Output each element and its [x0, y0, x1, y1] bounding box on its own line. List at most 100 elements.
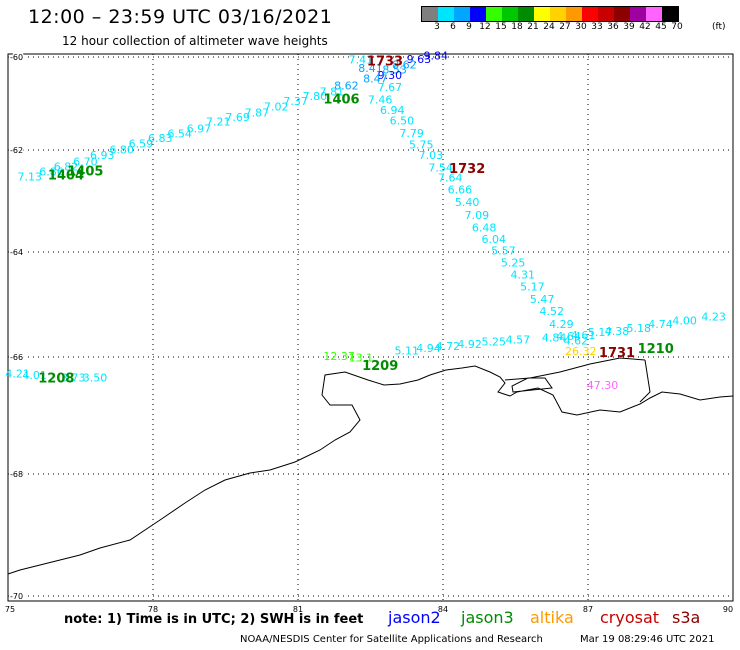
wave-height-value: 7.64 [438, 172, 463, 185]
scale-swatch [438, 7, 454, 21]
scale-swatch [646, 7, 662, 21]
wave-height-value: 26.32 [565, 345, 597, 358]
latitude-tick-halo: -64 [10, 248, 23, 257]
wave-height-value: 6.04 [482, 233, 507, 246]
wave-height-value: 8.47 [363, 73, 388, 86]
wave-height-value: 6.83 [148, 132, 173, 145]
scale-label: 30 [575, 22, 587, 32]
scale-swatch [454, 7, 470, 21]
wave-height-value: 5.47 [530, 293, 555, 306]
satellite-legend-item: cryosat [600, 608, 660, 627]
graticule [8, 54, 733, 601]
wave-height-value: 4.52 [540, 305, 565, 318]
color-scale-unit: (ft) [712, 22, 726, 32]
wave-height-value: 5.17 [588, 326, 613, 339]
scale-label: 42 [639, 22, 651, 32]
wave-height-value: 4.29 [549, 318, 574, 331]
scale-swatch [422, 7, 438, 21]
wave-height-value: 4.21 [5, 367, 30, 380]
satellite-legend-item: jason2 [388, 608, 441, 627]
map-subtitle: 12 hour collection of altimeter wave hei… [62, 34, 328, 48]
scale-label: 27 [559, 22, 571, 32]
latitude-tick-halo: -70 [10, 592, 23, 601]
wave-height-value: 5.57 [491, 245, 516, 258]
wave-height-value: 9.63 [407, 53, 432, 66]
antarctic-coastline [7, 357, 734, 575]
latitude-tick-label: -68 [10, 470, 23, 479]
wave-height-value: 8.62 [334, 80, 359, 93]
wave-height-value: 3.50 [83, 372, 108, 385]
scale-label: 6 [450, 22, 456, 32]
wave-height-value: 4.74 [648, 318, 673, 331]
pass-time-label: 1208 [38, 372, 74, 387]
wave-height-value: 6.59 [129, 138, 154, 151]
scale-label: 33 [591, 22, 603, 32]
wave-height-value: 7.79 [399, 127, 424, 140]
wave-height-value: 6.93 [90, 149, 115, 162]
wave-height-value: 5.25 [482, 335, 507, 348]
wave-height-value: 4.38 [605, 325, 630, 338]
wave-height-value: 6.97 [187, 122, 212, 135]
wave-height-value: 9.30 [378, 69, 403, 82]
longitude-tick-label: 78 [148, 605, 158, 614]
wave-height-value: 4.01 [22, 369, 47, 382]
wave-height-value: 4.92 [457, 338, 482, 351]
scale-label: 45 [655, 22, 667, 32]
scale-label: 12 [479, 22, 491, 32]
wave-height-value: 4.61 [571, 329, 596, 342]
wave-height-value: 7.13 [18, 171, 43, 184]
wave-height-value: 7.41 [349, 54, 374, 67]
map-title: 12:00 – 23:59 UTC 03/16/2021 [28, 6, 333, 28]
longitude-tick-label: 87 [583, 605, 593, 614]
latitude-tick-label: -64 [10, 248, 23, 257]
pass-time-label: 1406 [323, 93, 359, 108]
wave-height-value: 4.23 [701, 310, 726, 323]
wave-height-value: 7.46 [368, 94, 393, 107]
scale-swatch [614, 7, 630, 21]
wave-height-value: 7.67 [378, 81, 403, 94]
latitude-tick-label: -66 [10, 353, 23, 362]
wave-height-value: 6.82 [54, 160, 79, 173]
wave-height-value: 5.18 [627, 322, 652, 335]
pass-time-label: 1733 [367, 54, 403, 69]
scale-label: 9 [466, 22, 472, 32]
scale-swatch [630, 7, 646, 21]
scale-label: 21 [527, 22, 539, 32]
wave-height-value: 4.57 [506, 333, 531, 346]
wave-height-value: 6.48 [472, 222, 497, 235]
satellite-legend-item: s3a [672, 608, 701, 627]
latitude-tick-label: -62 [10, 146, 23, 155]
wave-height-value: 7.37 [283, 95, 308, 108]
scale-swatch [534, 7, 550, 21]
scale-label: 15 [495, 22, 507, 32]
generation-timestamp: Mar 19 08:29:46 UTC 2021 [580, 634, 715, 645]
map-frame [7, 53, 734, 602]
wave-height-value: 6.86 [39, 166, 64, 179]
wave-height-value: 6.50 [390, 114, 415, 127]
latitude-tick-halo: -60 [10, 53, 23, 62]
wave-height-value: 5.40 [455, 196, 480, 209]
wave-height-value: 7.80 [303, 90, 328, 103]
latitude-tick-halo: -66 [10, 353, 23, 362]
wave-height-value: 4.84 [542, 331, 567, 344]
scale-label: 24 [543, 22, 555, 32]
observation-labels: 9.849.63 7.41 8.62 8.41 8.539.308.477.67 8.62… [5, 49, 726, 392]
wave-height-value: 7.03 [419, 149, 444, 162]
pass-time-label: 1404 [48, 169, 84, 184]
pass-time-label: 1731 [599, 346, 635, 361]
satellite-legend-item: altika [530, 608, 574, 627]
scale-swatch [502, 7, 518, 21]
wave-height-value: 7.69 [225, 111, 250, 124]
scale-swatch [582, 7, 598, 21]
scale-swatch [566, 7, 582, 21]
pass-time-label: 1210 [638, 342, 674, 357]
scale-swatch [486, 7, 502, 21]
wave-height-value: 4.31 [511, 268, 536, 281]
wave-height-value: 7.21 [206, 115, 231, 128]
satellite-legend-item: jason3 [461, 608, 514, 627]
latitude-tick-halo: -68 [10, 470, 23, 479]
wave-height-value: 13.1 [349, 352, 374, 365]
wave-height-value: 4.00 [672, 314, 697, 327]
scale-label: 18 [511, 22, 523, 32]
